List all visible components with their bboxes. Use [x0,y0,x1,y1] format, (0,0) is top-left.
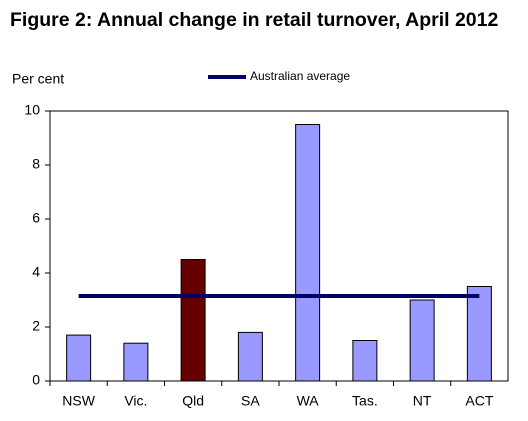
chart-title: Figure 2: Annual change in retail turnov… [10,9,499,31]
y-tick-label: 0 [32,372,40,388]
x-tick-label: NSW [62,393,95,409]
bar [237,331,263,382]
y-tick-label: 8 [32,156,40,172]
y-tick-label: 2 [32,318,40,334]
x-tick-label: ACT [465,393,493,409]
plot-frame [49,110,509,382]
bar [66,334,92,382]
x-tick-label: NT [413,393,432,409]
y-tick-label: 6 [32,210,40,226]
bar [295,124,321,382]
bar [123,342,149,382]
bar [466,286,492,382]
y-tick-label: 10 [24,102,40,118]
x-tick-label: Tas. [352,393,378,409]
x-tick-label: Qld [182,393,204,409]
y-tick-label: 4 [32,264,40,280]
bar [409,299,435,382]
bar [352,340,378,382]
legend-label: Australian average [250,69,350,83]
y-axis-label: Per cent [12,71,64,87]
x-tick-label: WA [297,393,320,409]
x-tick-label: SA [241,393,260,409]
bar [180,259,206,382]
x-tick-label: Vic. [124,393,147,409]
